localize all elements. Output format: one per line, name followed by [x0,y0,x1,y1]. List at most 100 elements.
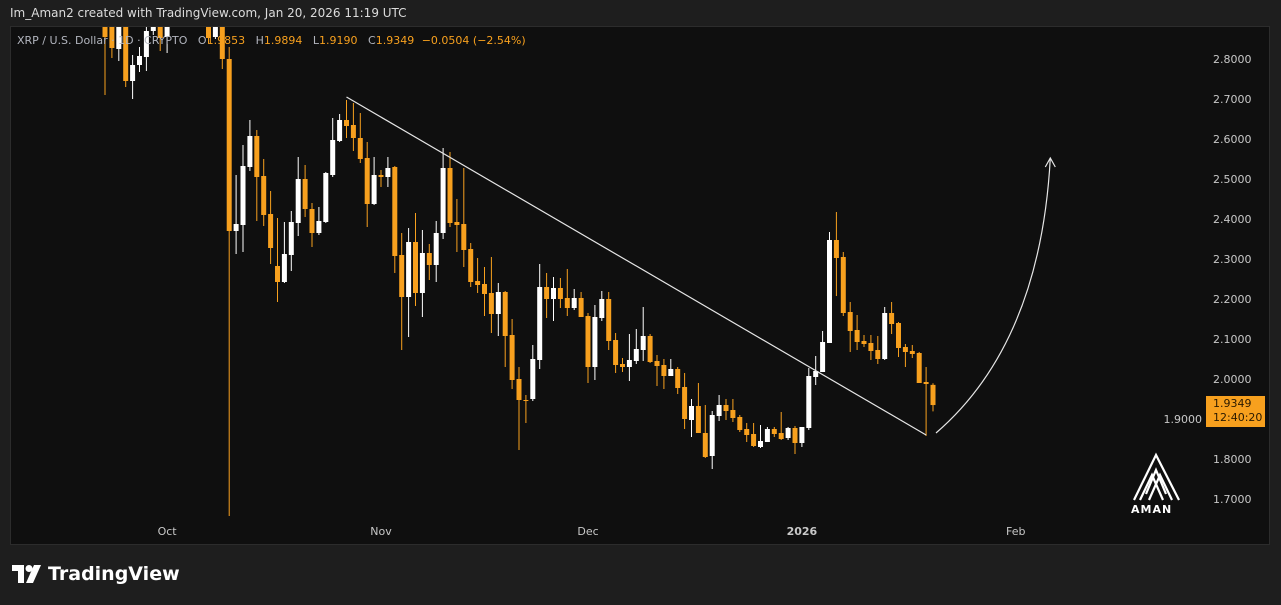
candle [447,152,453,227]
candle-body [930,384,936,406]
candle-body [116,27,122,49]
candle-body [344,120,349,126]
candle-body [109,27,115,48]
candle-body [551,288,556,299]
candle [544,273,550,318]
candle-body [123,27,129,81]
candle [675,367,681,394]
candle [109,27,115,58]
candle-body [875,350,881,359]
candle [233,175,239,254]
candle-body [599,299,605,318]
candle [771,427,777,437]
candle [150,27,156,35]
candle [206,27,211,43]
candle [516,367,522,450]
candle [371,157,377,205]
candle-body [261,176,267,215]
candle-body [709,415,715,456]
candle-body [233,224,239,231]
last-price-label: 1.9349 12:40:20 [1206,396,1265,427]
candle [247,120,253,171]
candle-body [613,340,619,365]
candle [116,27,122,61]
candle [682,373,688,429]
close-value: 1.9349 [375,34,415,47]
candle [199,0,204,23]
candle-body [799,427,805,443]
price-axis[interactable]: 2.8000 2.7000 2.6000 2.5000 2.4000 2.3000 2.20… [1164,53,1252,506]
candle-body [661,365,667,376]
symbol-legend[interactable]: XRP / U.S. Dollar · 1D · CRYPTO O1.9853 … [17,34,526,47]
aman-logo-icon [1133,452,1180,501]
candle-body [744,429,750,435]
candle-body [357,138,363,159]
candle-body [544,287,550,299]
bar-countdown: 12:40:20 [1213,411,1263,424]
candle [930,383,936,412]
candle [640,307,646,361]
time-tick-label: Feb [1006,525,1025,538]
time-tick-label: Oct [158,525,178,538]
candle-body [592,317,598,367]
candle-body [896,323,901,348]
candle-body [647,336,653,362]
aman-logo-text: AMAN [1131,503,1173,516]
candle [502,291,508,367]
candle-body [413,242,418,293]
candle-body [626,360,632,367]
projection-arrow [935,157,1051,434]
candle-body [737,417,743,430]
chart-panel[interactable] [10,26,1270,545]
candle [551,277,556,321]
close-label: C [368,34,376,47]
candle [302,165,308,217]
candle [468,243,474,287]
price-tick-label: 2.3000 [1213,253,1252,266]
candle-body [330,140,336,175]
price-tick-label: 1.9000 [1164,413,1203,426]
candle [419,230,425,317]
candle-body [475,281,481,285]
candle [344,100,349,138]
candle [364,142,370,227]
candle [606,292,612,350]
candle-body [785,428,791,438]
candle [323,172,329,223]
candle-body [130,65,136,81]
candle-body [764,429,770,442]
candle [723,399,729,420]
candle-body [199,0,204,19]
candle-body [827,240,832,343]
drawings-layer [346,96,1056,436]
candle-body [254,136,260,177]
candle [281,222,287,283]
candle [523,395,529,423]
candle-body [426,253,432,265]
candle [482,267,487,316]
candle-body [916,353,922,383]
candle [785,427,791,440]
candle-body [868,343,874,351]
candle-body [861,341,867,344]
candle-body [172,0,177,19]
candle-body [564,298,570,308]
candle [827,232,832,343]
candle [495,283,501,336]
candle [620,358,625,372]
candle-body [364,158,370,204]
candle [275,218,280,302]
candle [399,233,405,350]
candle [316,207,322,235]
candle-body [447,168,453,223]
candle [488,257,494,333]
time-axis[interactable]: Oct Nov Dec 2026 Feb [158,525,1026,538]
candle-body [923,382,929,384]
tradingview-footer[interactable]: TradingView [12,563,180,585]
candle-body [461,224,467,250]
candle-body [751,434,757,446]
candle-body [488,293,494,314]
candle-body [150,27,156,31]
candle [889,302,895,334]
